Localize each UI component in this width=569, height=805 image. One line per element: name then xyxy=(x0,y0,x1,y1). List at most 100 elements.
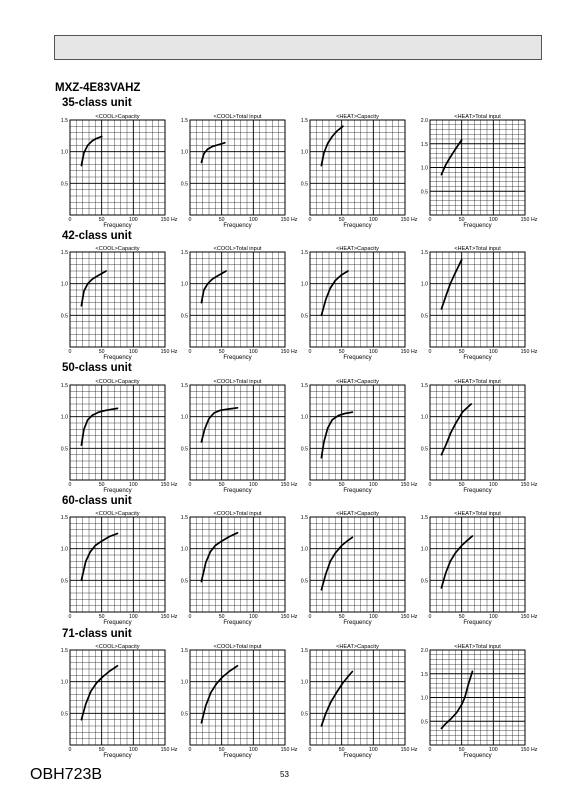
x-axis-label: Frequency xyxy=(343,753,371,759)
x-tick-label: 50 xyxy=(459,349,465,355)
y-tick-label: 0.5 xyxy=(421,189,428,195)
chart-title: <COOL>Total input xyxy=(214,644,262,650)
y-tick-label: 0.5 xyxy=(301,313,308,319)
plot-frame xyxy=(189,649,286,746)
x-tick-label: 50 xyxy=(219,747,225,753)
x-tick-label: 100 xyxy=(489,614,498,620)
y-tick-label: 1.0 xyxy=(301,150,308,156)
x-axis-label: Frequency xyxy=(223,223,251,229)
x-tick-label: 100 xyxy=(369,614,378,620)
y-tick-label: 1.5 xyxy=(301,515,308,521)
x-tick-label: 50 xyxy=(99,614,105,620)
x-axis-label: Frequency xyxy=(463,753,491,759)
x-tick-label: 50 xyxy=(219,349,225,355)
x-tick-label: 0 xyxy=(429,747,432,753)
y-tick-label: 0.5 xyxy=(421,313,428,319)
x-unit-label: Hz xyxy=(291,747,298,753)
y-tick-label: 1.5 xyxy=(301,118,308,124)
y-tick-label: 0.5 xyxy=(181,313,188,319)
chart-18: <COOL>Total input 0.5 1.0 1.5 0 50 100 150 Hz Fre… xyxy=(181,644,298,759)
x-axis-label: Frequency xyxy=(463,620,491,626)
y-tick-label: 0.5 xyxy=(301,711,308,717)
x-tick-label: 0 xyxy=(69,747,72,753)
x-tick-label: 100 xyxy=(249,747,258,753)
chart-3: <HEAT>Capacity 0.5 1.0 1.5 0 50 100 150 Hz Freque… xyxy=(301,114,418,229)
x-tick-label: 50 xyxy=(99,349,105,355)
x-tick-label: 100 xyxy=(489,747,498,753)
y-tick-label: 0.5 xyxy=(181,181,188,187)
x-unit-label: Hz xyxy=(531,747,538,753)
y-tick-label: 1.0 xyxy=(61,282,68,288)
x-tick-label: 150 xyxy=(161,614,170,620)
x-tick-label: 150 xyxy=(161,349,170,355)
x-tick-label: 0 xyxy=(69,614,72,620)
x-tick-label: 0 xyxy=(69,482,72,488)
y-tick-label: 1.0 xyxy=(301,282,308,288)
y-tick-label: 1.5 xyxy=(181,383,188,389)
y-tick-label: 1.0 xyxy=(61,547,68,553)
y-tick-label: 1.0 xyxy=(421,282,428,288)
series-line xyxy=(200,406,239,443)
chart-title: <HEAT>Capacity xyxy=(336,511,379,517)
x-tick-label: 50 xyxy=(99,747,105,753)
x-tick-label: 150 xyxy=(521,482,530,488)
page-number: 53 xyxy=(280,770,289,779)
x-tick-label: 0 xyxy=(189,482,192,488)
y-tick-label: 1.0 xyxy=(181,150,188,156)
x-tick-label: 0 xyxy=(189,614,192,620)
x-tick-label: 0 xyxy=(69,217,72,223)
x-tick-label: 50 xyxy=(219,614,225,620)
series-line xyxy=(440,258,463,310)
x-tick-label: 0 xyxy=(309,217,312,223)
x-tick-label: 100 xyxy=(249,614,258,620)
y-tick-label: 0.5 xyxy=(61,446,68,452)
x-axis-label: Frequency xyxy=(103,488,131,494)
row-title-60: 60-class unit xyxy=(62,495,132,507)
x-tick-label: 150 xyxy=(401,349,410,355)
x-unit-label: Hz xyxy=(171,614,178,620)
chart-title: <COOL>Total input xyxy=(214,246,262,252)
chart-16: <HEAT>Total input 0.5 1.0 1.5 0 50 100 150 Hz Fre… xyxy=(421,511,538,626)
y-tick-label: 1.0 xyxy=(301,415,308,421)
y-tick-label: 0.5 xyxy=(181,711,188,717)
series-line xyxy=(440,403,473,456)
y-tick-label: 0.5 xyxy=(181,446,188,452)
x-axis-label: Frequency xyxy=(223,355,251,361)
chart-17: <COOL>Capacity 0.5 1.0 1.5 0 50 100 150 Hz Freque… xyxy=(61,644,178,759)
x-axis-label: Frequency xyxy=(103,223,131,229)
series-line xyxy=(320,411,354,459)
y-tick-label: 1.5 xyxy=(421,515,428,521)
series-line xyxy=(440,670,474,730)
plot-frame xyxy=(189,251,286,348)
x-tick-label: 50 xyxy=(459,747,465,753)
chart-1: <COOL>Capacity 0.5 1.0 1.5 0 50 100 150 Hz Freque… xyxy=(61,114,178,229)
y-tick-label: 1.0 xyxy=(181,415,188,421)
x-axis-label: Frequency xyxy=(343,488,371,494)
x-tick-label: 150 xyxy=(401,747,410,753)
x-axis-label: Frequency xyxy=(103,355,131,361)
x-tick-label: 0 xyxy=(69,349,72,355)
y-tick-label: 0.5 xyxy=(301,181,308,187)
y-tick-label: 0.5 xyxy=(61,181,68,187)
x-tick-label: 100 xyxy=(129,482,138,488)
row-title-71: 71-class unit xyxy=(62,628,132,640)
y-tick-label: 1.5 xyxy=(181,515,188,521)
y-tick-label: 1.5 xyxy=(61,383,68,389)
x-axis-label: Frequency xyxy=(343,355,371,361)
x-tick-label: 150 xyxy=(161,747,170,753)
x-tick-label: 50 xyxy=(99,217,105,223)
y-tick-label: 1.5 xyxy=(421,250,428,256)
series-line xyxy=(80,270,107,307)
y-tick-label: 0.5 xyxy=(61,578,68,584)
x-unit-label: Hz xyxy=(411,482,418,488)
chart-title: <COOL>Total input xyxy=(214,379,262,385)
row-title-35: 35-class unit xyxy=(62,97,132,109)
x-tick-label: 0 xyxy=(429,349,432,355)
chart-11: <HEAT>Capacity 0.5 1.0 1.5 0 50 100 150 Hz Freque… xyxy=(301,379,418,494)
x-tick-label: 150 xyxy=(281,349,290,355)
y-tick-label: 2.0 xyxy=(421,118,428,124)
plot-frame xyxy=(189,384,286,481)
x-tick-label: 50 xyxy=(339,482,345,488)
y-tick-label: 1.0 xyxy=(301,680,308,686)
